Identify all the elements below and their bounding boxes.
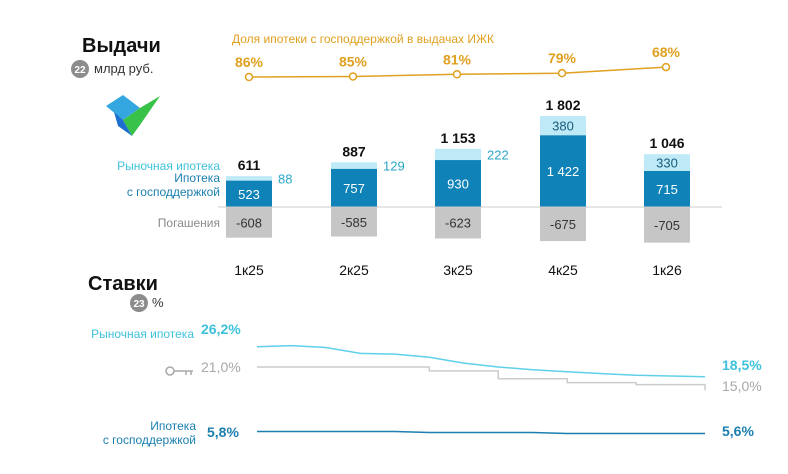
share-point (557, 68, 567, 78)
label-gov: 930 (447, 177, 469, 192)
category-label: 3к25 (443, 262, 473, 278)
bar-repay (331, 207, 377, 237)
label-total: 887 (342, 143, 366, 159)
share-value: 81% (443, 51, 472, 67)
logo (106, 95, 160, 136)
share-value: 68% (652, 44, 681, 60)
share-point (452, 70, 462, 79)
rates-badge-number: 23 (133, 299, 145, 310)
gov-rate-line (257, 430, 705, 435)
bar-market (226, 176, 272, 181)
label-market: 380 (552, 119, 574, 134)
bar-gov (331, 168, 377, 207)
category-label: 1к25 (234, 262, 264, 278)
bar-gov (435, 160, 481, 207)
label-repay: -623 (445, 216, 471, 231)
legend-gov-line2: с господдержкой (127, 185, 220, 199)
legend-market: Рыночная ипотека (117, 159, 220, 173)
bar-market (331, 162, 377, 169)
label-repay: -675 (550, 217, 576, 232)
label-gov: 523 (238, 187, 260, 202)
share-point (661, 62, 671, 72)
issuance-title: Выдачи (82, 35, 161, 57)
bar-market (644, 154, 690, 171)
bar-gov (644, 170, 690, 207)
bar-repay (435, 207, 481, 239)
rate-key-end: 15,0% (722, 378, 762, 394)
label-repay: -705 (654, 218, 680, 233)
key-icon (165, 366, 193, 376)
rate-market-start: 26,2% (201, 321, 241, 337)
share-point (244, 72, 254, 82)
key-rate-line (257, 366, 706, 391)
label-market: 330 (656, 156, 678, 171)
market-rate-line (256, 344, 706, 378)
rate-gov-end: 5,6% (722, 423, 754, 439)
bar-gov (540, 135, 586, 207)
bar-repay (226, 207, 272, 238)
rate-gov-start: 5,8% (207, 424, 239, 440)
rate-gov-label-line2: с господдержкой (103, 433, 196, 447)
issuance-unit: млрд руб. (94, 61, 153, 76)
label-gov: 1 422 (547, 164, 580, 179)
rate-market-end: 18,5% (722, 357, 762, 373)
rates-title: Ставки (88, 273, 158, 295)
bar-market (540, 115, 586, 136)
share-value: 86% (235, 54, 264, 70)
category-label: 2к25 (339, 262, 369, 278)
bar-market (435, 148, 481, 161)
label-total: 1 046 (649, 135, 684, 151)
category-label: 4к25 (548, 262, 578, 278)
legend-gov-line1: Ипотека (174, 171, 220, 185)
share-point (348, 72, 358, 81)
label-market: 129 (383, 159, 405, 174)
rate-market-label: Рыночная ипотека (91, 327, 194, 341)
rate-key-start: 21,0% (201, 359, 241, 375)
label-repay: -608 (236, 215, 262, 230)
label-total: 1 153 (440, 130, 475, 146)
issuance-badge-number: 22 (74, 65, 86, 76)
label-total: 611 (238, 157, 261, 173)
bar-repay (644, 207, 690, 243)
issuance-badge (71, 60, 89, 78)
rates-unit: % (152, 295, 164, 310)
label-repay: -585 (341, 215, 367, 230)
label-market: 222 (487, 147, 509, 162)
category-label: 1к26 (652, 262, 682, 278)
rates-badge (130, 294, 148, 312)
rate-gov-label-line1: Ипотека (150, 419, 196, 433)
legend-repay: Погашения (158, 216, 220, 230)
bar-gov (226, 180, 272, 207)
label-gov: 757 (343, 181, 365, 196)
share-title: Доля ипотеки с господдержкой в выдачах И… (232, 32, 494, 46)
label-market: 88 (278, 171, 292, 186)
bar-repay (540, 207, 586, 242)
label-total: 1 802 (545, 97, 580, 113)
label-gov: 715 (656, 182, 678, 197)
share-value: 79% (548, 50, 577, 66)
share-value: 85% (339, 53, 368, 69)
